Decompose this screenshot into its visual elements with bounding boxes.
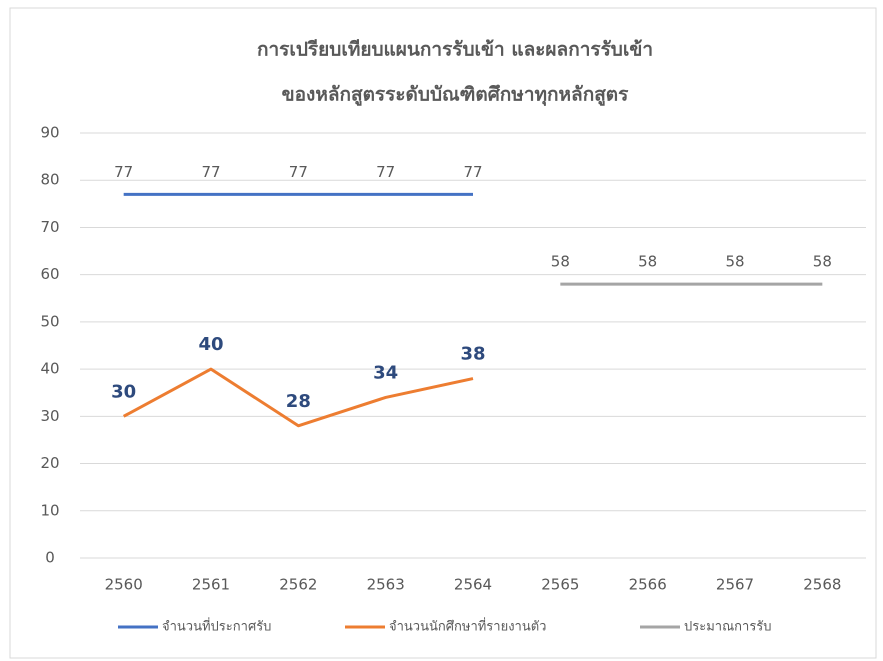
y-tick-label: 30 (40, 407, 59, 425)
legend-label: จำนวนนักศึกษาที่รายงานตัว (389, 618, 547, 635)
x-tick-label: 2562 (279, 576, 317, 594)
series-line (122, 367, 474, 428)
y-tick-label: 60 (40, 265, 59, 283)
data-label: 58 (725, 253, 744, 271)
data-label: 40 (198, 334, 223, 355)
y-tick-label: 50 (40, 312, 59, 330)
y-tick-label: 80 (40, 171, 59, 189)
y-tick-label: 0 (45, 549, 55, 567)
data-label: 38 (460, 344, 485, 365)
y-tick-label: 40 (40, 360, 59, 378)
data-label: 77 (376, 163, 395, 181)
data-label: 58 (813, 253, 832, 271)
data-label: 58 (638, 253, 657, 271)
legend-label: จำนวนที่ประกาศรับ (162, 618, 271, 635)
x-tick-label: 2563 (367, 576, 405, 594)
y-tick-label: 10 (40, 501, 59, 519)
data-label: 34 (373, 362, 398, 383)
chart-title: ของหลักสูตรระดับบัณฑิตศึกษาทุกหลักสูตร (282, 84, 629, 107)
data-label: 77 (114, 163, 133, 181)
x-tick-label: 2567 (716, 576, 754, 594)
data-label: 28 (286, 391, 311, 412)
x-tick-label: 2568 (803, 576, 841, 594)
data-label: 77 (201, 163, 220, 181)
chart-frame (9, 7, 877, 659)
y-tick-label: 20 (40, 454, 59, 472)
chart-title: การเปรียบเทียบแผนการรับเข้า และผลการรับเ… (257, 39, 653, 61)
y-tick-label: 70 (40, 218, 59, 236)
data-label: 30 (111, 381, 136, 402)
data-label: 77 (463, 163, 482, 181)
x-tick-label: 2566 (629, 576, 667, 594)
legend-label: ประมาณการรับ (684, 620, 772, 635)
data-label: 77 (289, 163, 308, 181)
x-tick-label: 2565 (541, 576, 579, 594)
x-tick-label: 2560 (105, 576, 143, 594)
x-tick-label: 2561 (192, 576, 230, 594)
y-tick-label: 90 (40, 124, 59, 142)
x-tick-label: 2564 (454, 576, 492, 594)
data-label: 58 (551, 253, 570, 271)
